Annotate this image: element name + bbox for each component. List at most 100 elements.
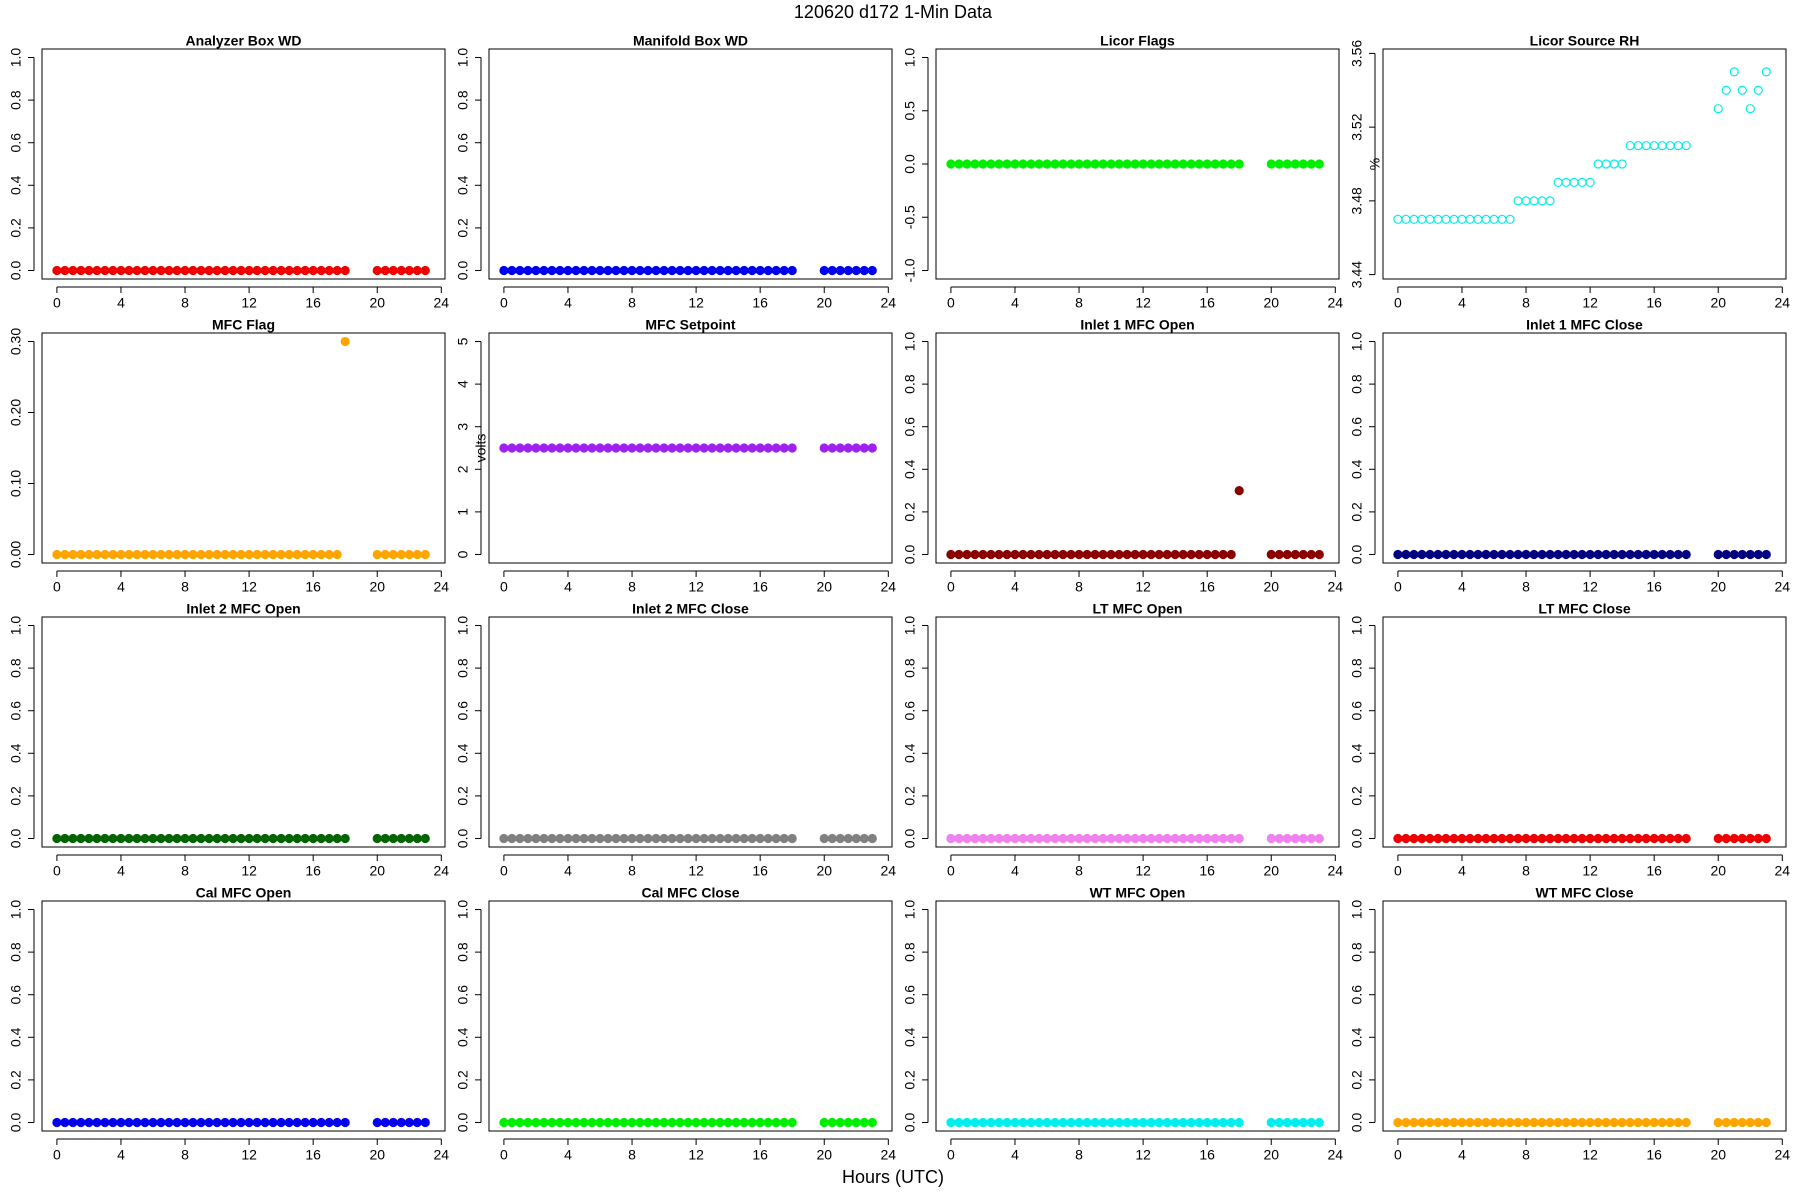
data-point (1018, 1117, 1028, 1128)
data-point (1306, 549, 1316, 560)
data-point (787, 833, 797, 844)
y-tick-label: 0.30 (8, 328, 24, 355)
data-point (555, 1117, 565, 1128)
data-point (515, 1117, 525, 1128)
data-point (946, 549, 956, 560)
data-point (1194, 159, 1204, 169)
data-point (108, 833, 118, 844)
data-point (1441, 833, 1451, 844)
data-point (1282, 833, 1292, 844)
data-point (1649, 140, 1659, 151)
data-point (1002, 1117, 1012, 1128)
data-point (1026, 1117, 1036, 1128)
data-point (547, 443, 557, 453)
data-point (1058, 549, 1068, 560)
data-point (1753, 85, 1763, 95)
data-point (1601, 549, 1611, 560)
data-point (420, 1117, 430, 1128)
data-point (260, 1117, 270, 1128)
data-point (1018, 549, 1028, 560)
data-point (1226, 1117, 1236, 1128)
data-point (827, 833, 837, 844)
x-tick-label: 24 (881, 579, 897, 595)
data-point (236, 549, 246, 560)
x-tick-label: 8 (628, 863, 636, 879)
data-point (1609, 549, 1619, 560)
data-point (603, 833, 613, 844)
chart-title: Analyzer Box WD (186, 33, 302, 49)
data-point (739, 265, 749, 276)
y-tick-label: 0.8 (902, 374, 918, 394)
data-point (579, 1117, 589, 1128)
data-point (787, 443, 797, 453)
y-tick-label: 1.0 (8, 900, 24, 920)
data-point (196, 549, 206, 560)
data-point (994, 1117, 1004, 1128)
data-point (308, 549, 318, 560)
data-point (699, 1117, 709, 1128)
data-point (1234, 485, 1244, 496)
data-point (92, 265, 102, 276)
data-point (619, 443, 629, 453)
data-point (675, 265, 685, 276)
x-tick-label: 16 (752, 579, 768, 595)
x-tick-label: 12 (1135, 295, 1151, 311)
data-point (1745, 549, 1755, 560)
data-point (859, 833, 869, 844)
data-point (1162, 159, 1172, 169)
data-point (228, 265, 238, 276)
data-point (667, 1117, 677, 1128)
data-point (1298, 159, 1308, 169)
x-tick-label: 4 (1011, 863, 1019, 879)
data-point (172, 549, 182, 560)
data-point (1585, 1117, 1595, 1128)
data-point (316, 549, 326, 560)
x-tick-label: 24 (881, 863, 897, 879)
data-point (611, 265, 621, 276)
data-point (292, 549, 302, 560)
data-point (1401, 549, 1411, 560)
data-point (252, 549, 262, 560)
data-point (515, 265, 525, 276)
data-point (300, 549, 310, 560)
data-point (986, 1117, 996, 1128)
data-point (1529, 1117, 1539, 1128)
data-point (499, 833, 509, 844)
x-tick-label: 16 (305, 579, 321, 595)
data-point (763, 265, 773, 276)
data-point (140, 833, 150, 844)
data-point (268, 549, 278, 560)
data-point (1234, 1117, 1244, 1128)
data-point (1409, 1117, 1419, 1128)
data-point (68, 265, 78, 276)
data-point (691, 443, 701, 453)
plot-frame (41, 900, 446, 1132)
data-point (212, 265, 222, 276)
data-point (523, 443, 533, 453)
data-point (547, 265, 557, 276)
y-tick-label: 0.8 (1349, 658, 1365, 678)
x-tick-label: 20 (369, 863, 385, 879)
plot-frame (1382, 332, 1787, 564)
data-point (1577, 177, 1587, 188)
data-point (1433, 214, 1443, 224)
data-point (1106, 159, 1116, 169)
data-point (1178, 159, 1188, 169)
x-axis-label: Hours (UTC) (842, 1167, 944, 1187)
data-point (946, 1117, 956, 1128)
data-point (124, 1117, 134, 1128)
data-point (76, 265, 86, 276)
y-tick-label: 0.6 (455, 701, 471, 721)
data-point (68, 549, 78, 560)
data-point (1058, 833, 1068, 844)
y-tick-label: 0.6 (8, 133, 24, 153)
data-point (1034, 159, 1044, 169)
data-point (1218, 833, 1228, 844)
y-tick-label: 0.4 (455, 175, 471, 195)
data-point (1417, 833, 1427, 844)
data-point (1290, 1117, 1300, 1128)
data-point (707, 265, 717, 276)
data-point (1665, 549, 1675, 560)
data-point (603, 265, 613, 276)
data-point (1393, 833, 1403, 844)
